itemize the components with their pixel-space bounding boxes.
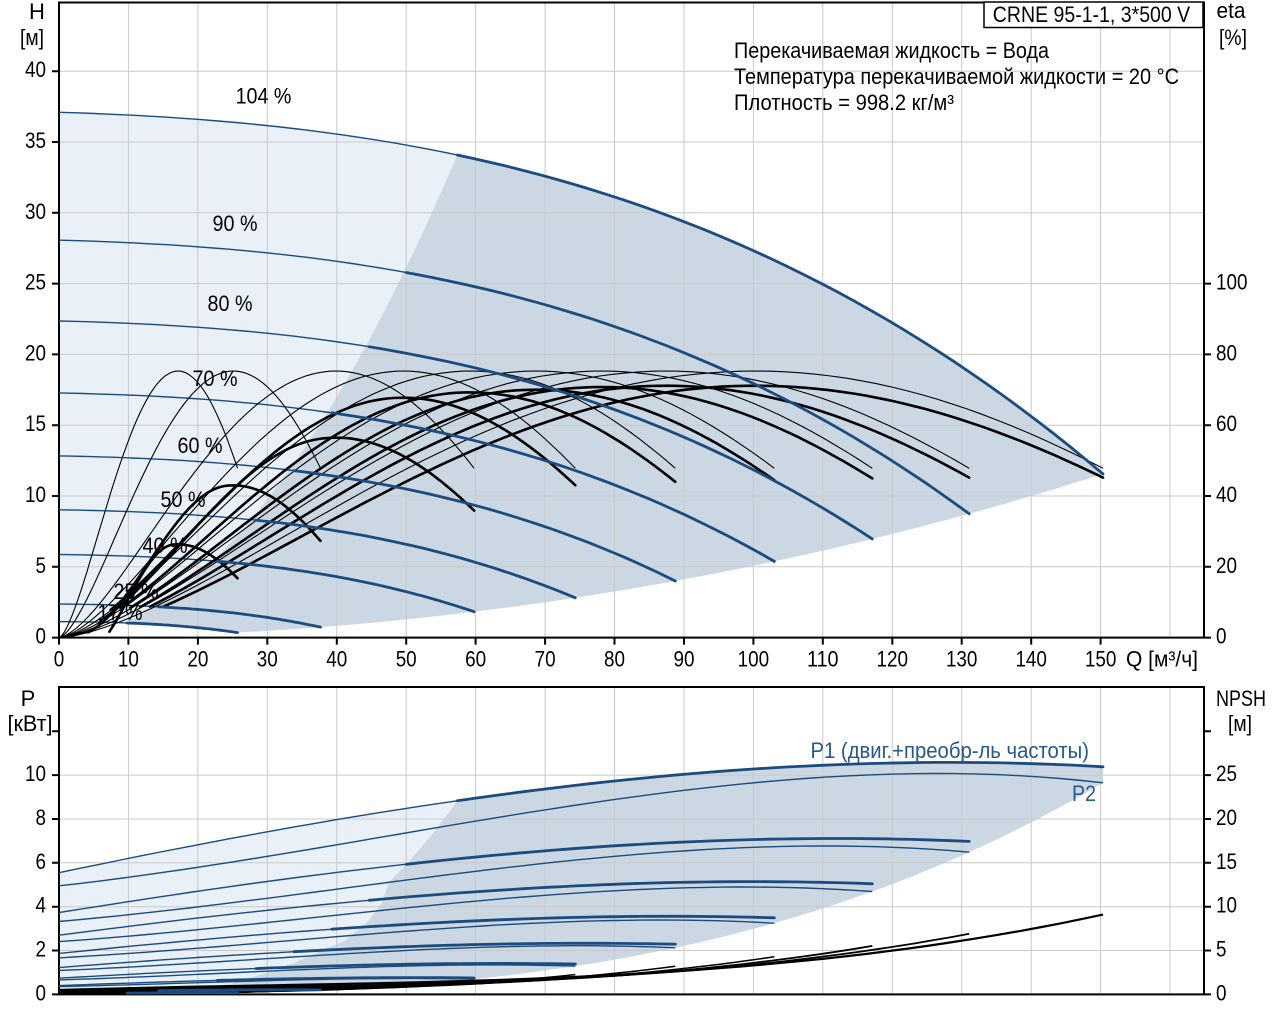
svg-text:0: 0 [1216,624,1227,649]
svg-text:100: 100 [1216,270,1248,295]
svg-text:20: 20 [25,340,46,365]
svg-text:20: 20 [1216,805,1237,830]
svg-text:20: 20 [187,647,208,672]
svg-text:80: 80 [604,647,625,672]
svg-text:40: 40 [326,647,347,672]
svg-text:[%]: [%] [1219,25,1247,50]
svg-text:100: 100 [738,647,770,672]
svg-text:70 %: 70 % [193,366,238,391]
svg-text:25: 25 [1216,761,1237,786]
svg-text:Перекачиваемая жидкость = Вода: Перекачиваемая жидкость = Вода [734,38,1050,63]
svg-text:17 %: 17 % [98,600,143,625]
svg-text:15: 15 [1216,849,1237,874]
svg-text:120: 120 [877,647,909,672]
svg-text:150: 150 [1085,647,1117,672]
svg-text:80 %: 80 % [208,291,253,316]
svg-text:40 %: 40 % [143,533,188,558]
svg-text:50 %: 50 % [161,487,206,512]
svg-text:35: 35 [25,128,46,153]
svg-text:25: 25 [25,270,46,295]
svg-text:10: 10 [1216,893,1237,918]
svg-text:70: 70 [535,647,556,672]
svg-text:P2: P2 [1072,781,1096,806]
svg-text:10: 10 [25,482,46,507]
svg-text:15: 15 [25,411,46,436]
svg-text:5: 5 [1216,937,1227,962]
svg-text:20: 20 [1216,553,1237,578]
svg-text:eta: eta [1217,0,1247,23]
svg-text:90 %: 90 % [213,211,258,236]
svg-text:110: 110 [807,647,839,672]
svg-text:10: 10 [118,647,139,672]
svg-text:40: 40 [25,57,46,82]
svg-text:NPSH: NPSH [1216,686,1266,711]
svg-text:130: 130 [946,647,978,672]
svg-text:10: 10 [25,761,46,786]
svg-text:50: 50 [396,647,417,672]
svg-text:4: 4 [36,893,47,918]
svg-text:[м]: [м] [20,25,44,50]
svg-text:30: 30 [257,647,278,672]
svg-text:25 %: 25 % [114,579,159,604]
svg-text:Температура перекачиваемой жид: Температура перекачиваемой жидкости = 20… [734,64,1179,89]
svg-text:0: 0 [54,647,65,672]
svg-text:5: 5 [36,553,47,578]
svg-text:0: 0 [36,624,47,649]
svg-text:104 %: 104 % [236,83,292,108]
svg-text:60: 60 [465,647,486,672]
svg-text:6: 6 [36,849,47,874]
svg-text:60 %: 60 % [178,433,223,458]
svg-text:Q [м³/ч]: Q [м³/ч] [1126,647,1198,672]
svg-text:90: 90 [674,647,695,672]
svg-text:8: 8 [36,805,47,830]
svg-text:0: 0 [1216,980,1227,1005]
svg-text:40: 40 [1216,482,1237,507]
svg-text:30: 30 [25,199,46,224]
svg-text:0: 0 [36,980,47,1005]
svg-text:Плотность = 998.2 кг/м³: Плотность = 998.2 кг/м³ [734,90,954,115]
svg-text:2: 2 [36,937,47,962]
svg-text:[м]: [м] [1228,711,1252,736]
svg-text:CRNE 95-1-1, 3*500 V: CRNE 95-1-1, 3*500 V [993,2,1191,27]
svg-text:P: P [21,686,36,711]
svg-text:80: 80 [1216,340,1237,365]
svg-text:H: H [29,0,45,24]
svg-text:[кВт]: [кВт] [8,711,53,736]
svg-text:140: 140 [1015,647,1047,672]
svg-text:60: 60 [1216,411,1237,436]
svg-text:P1 (двиг.+преобр-ль частоты): P1 (двиг.+преобр-ль частоты) [811,738,1090,763]
